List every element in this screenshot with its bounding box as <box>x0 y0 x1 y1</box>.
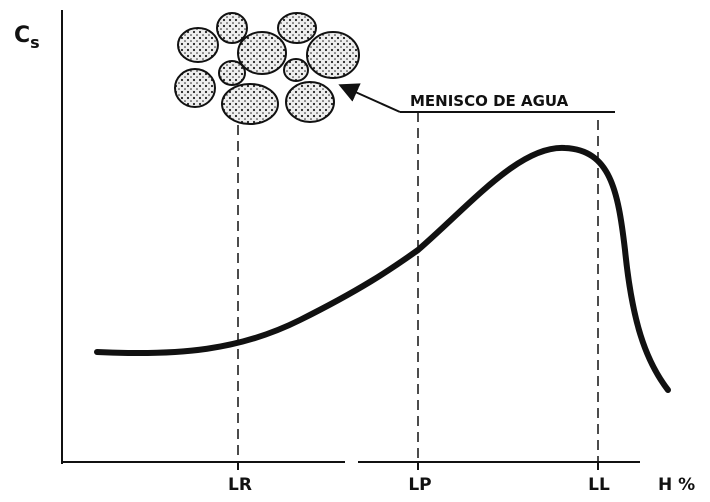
particle <box>278 13 316 43</box>
particle <box>284 59 308 81</box>
diagram: MENISCO DE AGUA Cs LR LP LL H % <box>0 0 710 498</box>
particle <box>222 84 278 124</box>
particle <box>307 32 359 78</box>
particle <box>238 32 286 74</box>
limit-label: LR <box>228 475 252 495</box>
y-label-main: C <box>14 23 30 48</box>
curve <box>97 148 668 390</box>
x-axis-label: H % <box>658 475 695 495</box>
soil-particles <box>175 13 359 124</box>
particle <box>286 82 334 122</box>
axes <box>62 10 640 470</box>
limit-label: LL <box>588 475 610 495</box>
y-axis-label: Cs <box>14 23 40 52</box>
y-label-sub: s <box>30 33 40 52</box>
limit-lines <box>238 112 598 462</box>
particle <box>178 28 218 62</box>
annotation: MENISCO DE AGUA <box>410 92 569 110</box>
limit-label: LP <box>408 475 431 495</box>
particle <box>217 13 247 43</box>
arrow <box>342 86 400 112</box>
particle <box>219 61 245 85</box>
particle <box>175 69 215 107</box>
